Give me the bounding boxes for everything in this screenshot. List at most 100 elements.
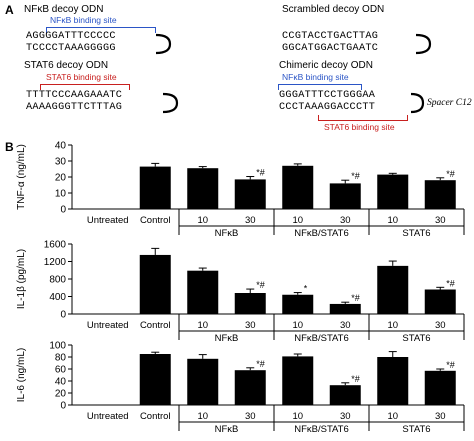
y-tick-label: 400 (49, 292, 66, 303)
group-label: NFκB (215, 333, 239, 344)
bar (377, 174, 409, 209)
bar (234, 370, 266, 405)
bar (329, 385, 361, 405)
stat6-binding-site-label: STAT6 binding site (46, 72, 117, 82)
category-label: Control (140, 320, 171, 331)
y-tick-label: 100 (49, 341, 66, 352)
nfkb-seq-bottom: TCCCCTAAAGGGGG (26, 43, 116, 54)
nfkb-hairpin-loop (155, 33, 172, 55)
y-axis-label: IL-6 (ng/mL) (16, 348, 27, 402)
group-label: NFκB (215, 424, 239, 435)
stat6-seq-top: TTTTCCCAAGAAATC (26, 90, 123, 101)
y-tick-label: 30 (55, 157, 67, 168)
stat6-hairpin-loop (162, 92, 179, 114)
category-label: 30 (435, 411, 446, 422)
chimeric-stat6-bracket (318, 115, 408, 121)
y-tick-label: 40 (55, 377, 67, 388)
group-label: STAT6 (402, 333, 430, 344)
nfkb-decoy-title: NFκB decoy ODN (24, 4, 104, 15)
bar (282, 294, 314, 314)
nfkb-site-bracket (46, 27, 156, 33)
category-label: 10 (292, 411, 303, 422)
bar (377, 357, 409, 405)
group-label: NFκB (215, 228, 239, 239)
y-tick-label: 1600 (44, 240, 67, 251)
bar (187, 358, 219, 405)
bar (139, 166, 171, 209)
category-label: 30 (245, 215, 256, 226)
significance-label: *# (351, 293, 360, 303)
nfkb-binding-site-label: NFκB binding site (50, 15, 117, 25)
significance-label: *# (256, 168, 265, 178)
category-label: 30 (245, 320, 256, 331)
bar (424, 370, 456, 405)
category-label: Untreated (87, 320, 129, 331)
bar (329, 303, 361, 314)
chimeric-seq-bottom: CCCTAAAGGACCCTT (279, 102, 376, 113)
category-label: 10 (387, 411, 398, 422)
stat6-site-bracket (40, 84, 130, 90)
bar (139, 354, 171, 405)
chimeric-hairpin-loop (410, 92, 425, 114)
y-axis-label: IL-1β (pg/mL) (16, 249, 27, 309)
panel-b-label: B (5, 140, 14, 154)
category-label: 10 (197, 320, 208, 331)
significance-label: *# (446, 360, 455, 370)
bar (187, 168, 219, 209)
scrambled-seq-top: CCGTACCTGACTTAG (282, 31, 379, 42)
spacer-c12-label: Spacer C12 (427, 98, 472, 108)
significance-label: * (304, 284, 308, 294)
stat6-decoy-title: STAT6 decoy ODN (24, 60, 109, 71)
y-tick-label: 0 (60, 401, 66, 412)
y-tick-label: 20 (55, 173, 67, 184)
y-tick-label: 10 (55, 189, 67, 200)
category-label: Control (140, 411, 171, 422)
category-label: 10 (292, 215, 303, 226)
y-tick-label: 0 (60, 205, 66, 216)
chimeric-decoy-title: Chimeric decoy ODN (279, 60, 373, 71)
category-label: 30 (435, 215, 446, 226)
group-label: NFκB/STAT6 (294, 228, 349, 239)
bar (139, 254, 171, 314)
y-tick-label: 80 (55, 353, 67, 364)
bar (329, 183, 361, 209)
nfkb-seq-top: AGGGGATTTCCCCC (26, 31, 116, 42)
category-label: 30 (245, 411, 256, 422)
group-label: NFκB/STAT6 (294, 424, 349, 435)
significance-label: *# (256, 280, 265, 290)
stat6-seq-bottom: AAAAGGGTTCTTTAG (26, 102, 123, 113)
category-label: 30 (340, 411, 351, 422)
y-tick-label: 20 (55, 389, 67, 400)
significance-label: *# (256, 359, 265, 369)
panel-a-label: A (5, 3, 14, 17)
y-tick-label: 1200 (44, 257, 67, 268)
y-axis-label: TNF-α (ng/mL) (16, 144, 27, 210)
category-label: 10 (292, 320, 303, 331)
significance-label: *# (446, 278, 455, 288)
bar (377, 265, 409, 314)
group-label: STAT6 (402, 228, 430, 239)
scrambled-seq-bottom: GGCATGGACTGAATC (282, 43, 379, 54)
bar (424, 180, 456, 209)
chimeric-nfkb-bracket (278, 84, 362, 90)
chimeric-stat6-site-label: STAT6 binding site (324, 122, 395, 132)
scrambled-decoy-title: Scrambled decoy ODN (282, 4, 385, 15)
category-label: Untreated (87, 411, 129, 422)
category-label: Control (140, 215, 171, 226)
scrambled-hairpin-loop (415, 33, 432, 55)
group-label: STAT6 (402, 424, 430, 435)
y-tick-label: 40 (55, 141, 67, 152)
chimeric-nfkb-site-label: NFκB binding site (282, 72, 349, 82)
category-label: 30 (340, 215, 351, 226)
category-label: 10 (197, 411, 208, 422)
bar (424, 289, 456, 314)
category-label: 10 (387, 215, 398, 226)
category-label: 30 (340, 320, 351, 331)
group-label: NFκB/STAT6 (294, 333, 349, 344)
y-tick-label: 60 (55, 365, 67, 376)
significance-label: *# (446, 169, 455, 179)
bar (234, 179, 266, 209)
significance-label: *# (351, 374, 360, 384)
bar (234, 293, 266, 314)
